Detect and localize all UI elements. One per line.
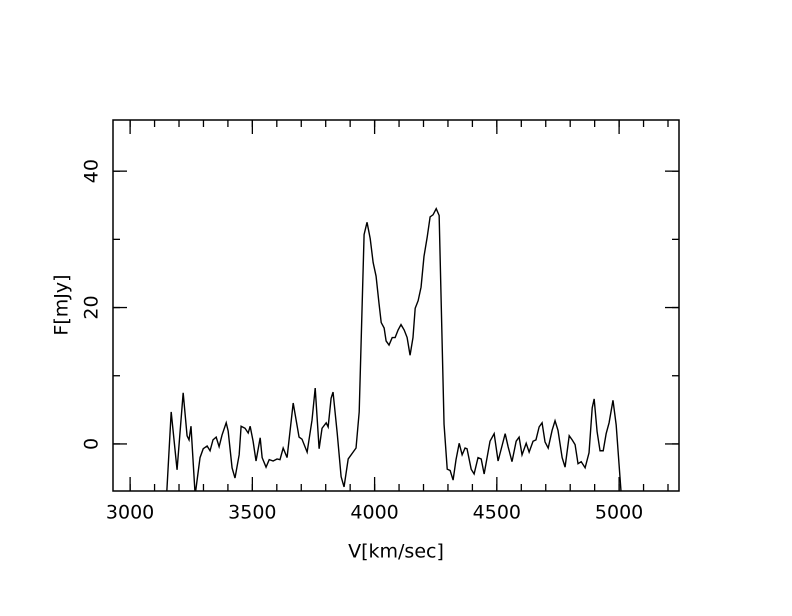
x-tick-label: 5000 [595,502,643,524]
y-tick-label: 0 [81,438,103,450]
x-tick-label: 4500 [473,502,521,524]
y-axis-label: F[mJy] [51,274,73,335]
spectrum-line [166,207,622,491]
y-tick-label: 40 [81,159,103,183]
x-tick-label: 3500 [228,502,276,524]
x-axis-label: V[km/sec] [348,541,444,563]
x-tick-label: 4000 [350,502,398,524]
x-tick-label: 3000 [106,502,154,524]
plot-frame [112,119,680,492]
y-tick-label: 20 [81,295,103,319]
